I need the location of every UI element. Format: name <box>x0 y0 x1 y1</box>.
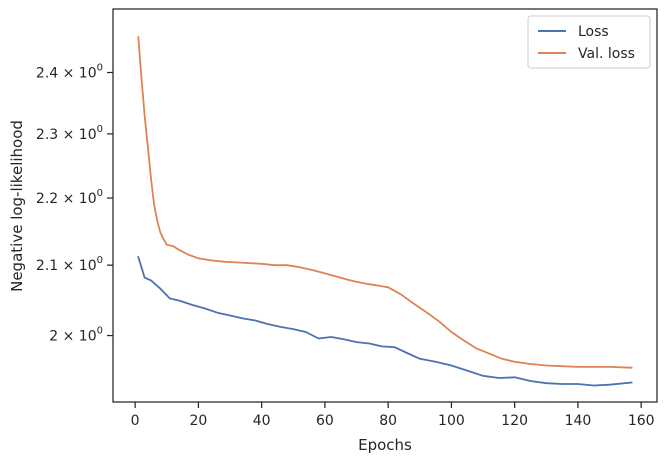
x-tick-label: 140 <box>565 413 592 429</box>
x-tick-label: 100 <box>438 413 465 429</box>
y-tick-label: 2.1 × 100 <box>36 255 103 274</box>
y-tick-label: 2.4 × 100 <box>36 63 103 82</box>
x-axis-ticks: 0 20 40 60 80 100 120 140 160 <box>131 402 655 429</box>
y-tick-label: 2.3 × 100 <box>36 124 103 143</box>
y-axis-ticks: 2 × 100 2.1 × 100 2.2 × 100 2.3 × 100 2.4 × … <box>36 63 113 345</box>
legend: Loss Val. loss <box>527 15 651 69</box>
y-tick-label: 2.2 × 100 <box>36 188 103 207</box>
plot-frame <box>112 8 658 403</box>
series-lines <box>137 36 633 387</box>
y-tick-label: 2 × 100 <box>49 326 103 345</box>
y-axis-label: Negative log-likelihood <box>8 120 26 292</box>
x-tick-label: 0 <box>131 413 140 429</box>
x-tick-label: 160 <box>628 413 655 429</box>
legend-label-loss: Loss <box>578 24 609 40</box>
series-line-loss <box>137 255 633 387</box>
x-tick-label: 60 <box>316 413 334 429</box>
x-tick-label: 40 <box>253 413 271 429</box>
series-line-val-loss <box>137 36 633 369</box>
x-tick-label: 80 <box>379 413 397 429</box>
x-axis-label: Epochs <box>358 436 412 454</box>
legend-label-val-loss: Val. loss <box>578 46 635 62</box>
x-tick-label: 120 <box>501 413 528 429</box>
x-tick-label: 20 <box>189 413 207 429</box>
legend-box <box>527 15 651 69</box>
